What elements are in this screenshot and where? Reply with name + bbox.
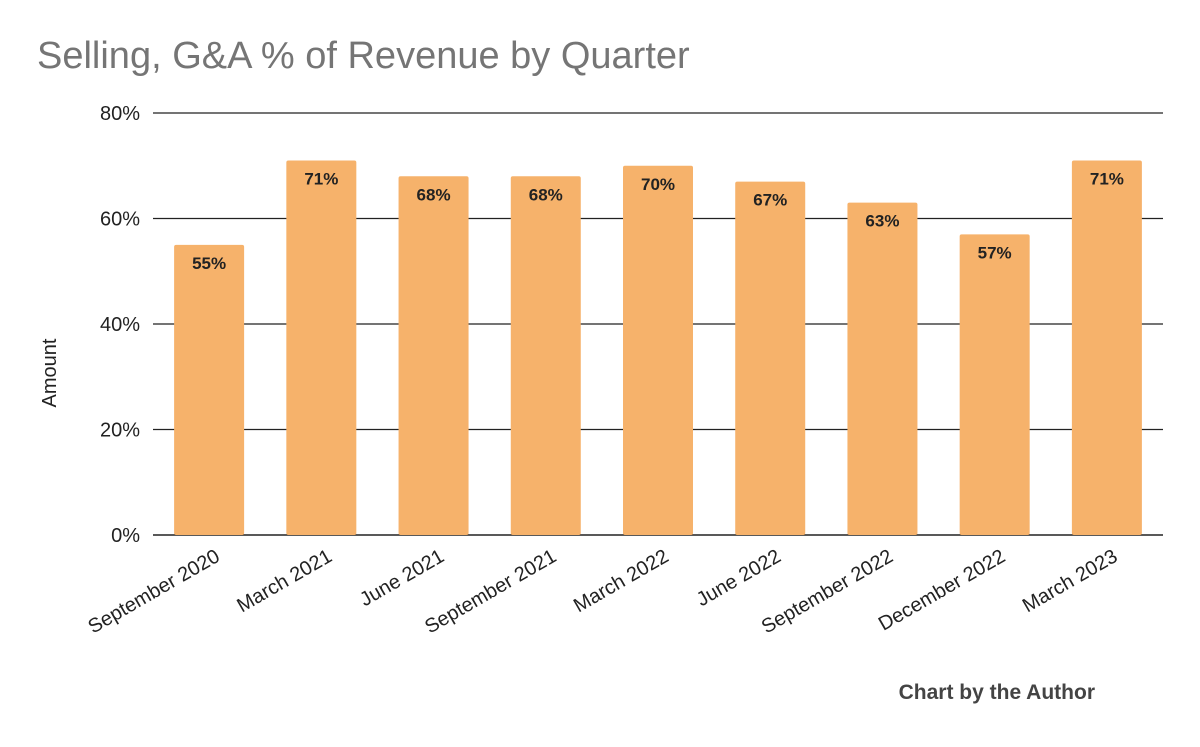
x-tick-label: June 2022 <box>693 545 785 611</box>
y-tick-label: 20% <box>100 420 140 442</box>
bar <box>1071 160 1142 535</box>
bars <box>174 160 1142 536</box>
bar-data-label: 63% <box>865 212 899 231</box>
bar-data-label: 67% <box>753 191 787 210</box>
bar <box>398 176 469 536</box>
bar <box>623 165 693 535</box>
chart-title: Selling, G&A % of Revenue by Quarter <box>37 35 690 77</box>
x-tick-label: March 2022 <box>570 545 672 617</box>
bar <box>847 202 918 536</box>
bar-data-label: 55% <box>192 254 226 273</box>
y-axis-ticks: 0% 20% 40% 60% 80% <box>100 103 140 547</box>
x-tick-label: March 2023 <box>1019 545 1121 617</box>
y-tick-label: 60% <box>100 209 140 231</box>
x-tick-label: September 2020 <box>85 545 224 638</box>
bar-data-label: 68% <box>529 185 563 204</box>
x-axis-ticks: September 2020 March 2021 June 2021Septemb… <box>85 545 1122 638</box>
bar <box>286 160 357 535</box>
y-axis-label: Amount <box>39 338 61 407</box>
bar <box>510 176 581 536</box>
bar-data-label: 71% <box>304 169 338 188</box>
bar-data-label: 70% <box>641 175 675 194</box>
y-tick-label: 40% <box>100 314 140 336</box>
y-tick-label: 0% <box>111 525 140 547</box>
x-tick-label: March 2021 <box>233 545 335 617</box>
bar-data-label: 68% <box>417 185 451 204</box>
bar <box>174 244 245 535</box>
bar <box>735 181 806 535</box>
bar-data-label: 71% <box>1090 169 1124 188</box>
data-labels: 55% 71% 68% 68% 70% 67% 63% 57% 71% <box>192 169 1124 272</box>
y-tick-label: 80% <box>100 103 140 125</box>
bar <box>959 234 1030 535</box>
chart-credit: Chart by the Author <box>899 681 1095 704</box>
bar-data-label: 57% <box>978 243 1012 262</box>
x-tick-label: June 2021 <box>356 545 448 611</box>
x-tick-label: December 2022 <box>875 545 1009 635</box>
